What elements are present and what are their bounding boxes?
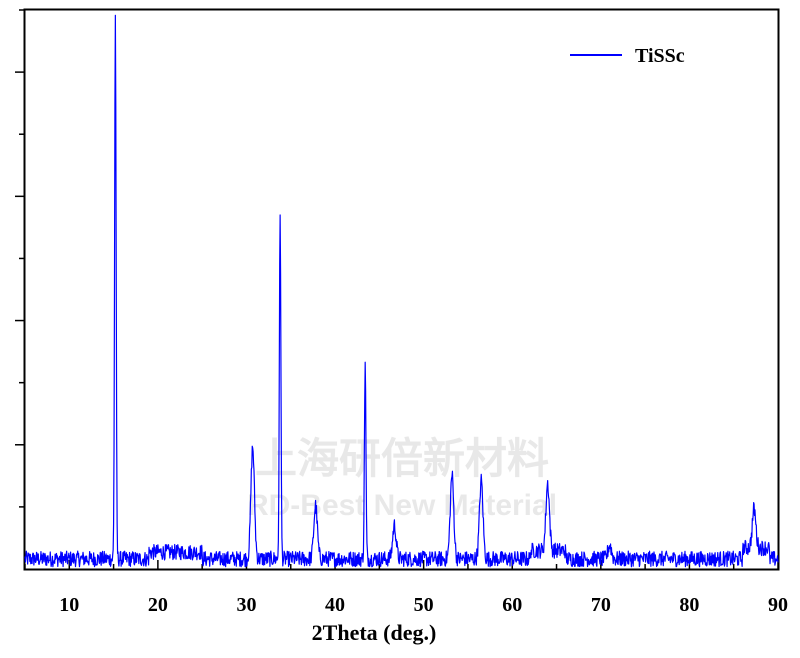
x-tick-label: 50 bbox=[414, 594, 434, 616]
legend: TiSSc bbox=[570, 45, 685, 67]
x-tick-label: 40 bbox=[325, 594, 345, 616]
x-axis-tick-labels: 10 20 30 40 50 60 70 80 90 bbox=[59, 594, 788, 616]
series-line-tissc bbox=[24, 14, 779, 568]
x-tick-label: 60 bbox=[502, 594, 522, 616]
x-tick-label: 20 bbox=[148, 594, 168, 616]
plot-frame bbox=[23, 8, 780, 571]
y-axis-ticks bbox=[15, 9, 25, 508]
x-tick-label: 80 bbox=[679, 594, 699, 616]
watermark-cn: 上海研倍新材料 bbox=[255, 434, 549, 483]
legend-label-tissc: TiSSc bbox=[635, 45, 685, 67]
x-tick-label: 30 bbox=[236, 594, 256, 616]
x-tick-label: 10 bbox=[59, 594, 79, 616]
x-axis-title: 2Theta (deg.) bbox=[312, 620, 437, 645]
watermark-en: RD-Best New Material bbox=[247, 489, 557, 522]
x-tick-label: 90 bbox=[768, 594, 788, 616]
x-tick-label: 70 bbox=[591, 594, 611, 616]
